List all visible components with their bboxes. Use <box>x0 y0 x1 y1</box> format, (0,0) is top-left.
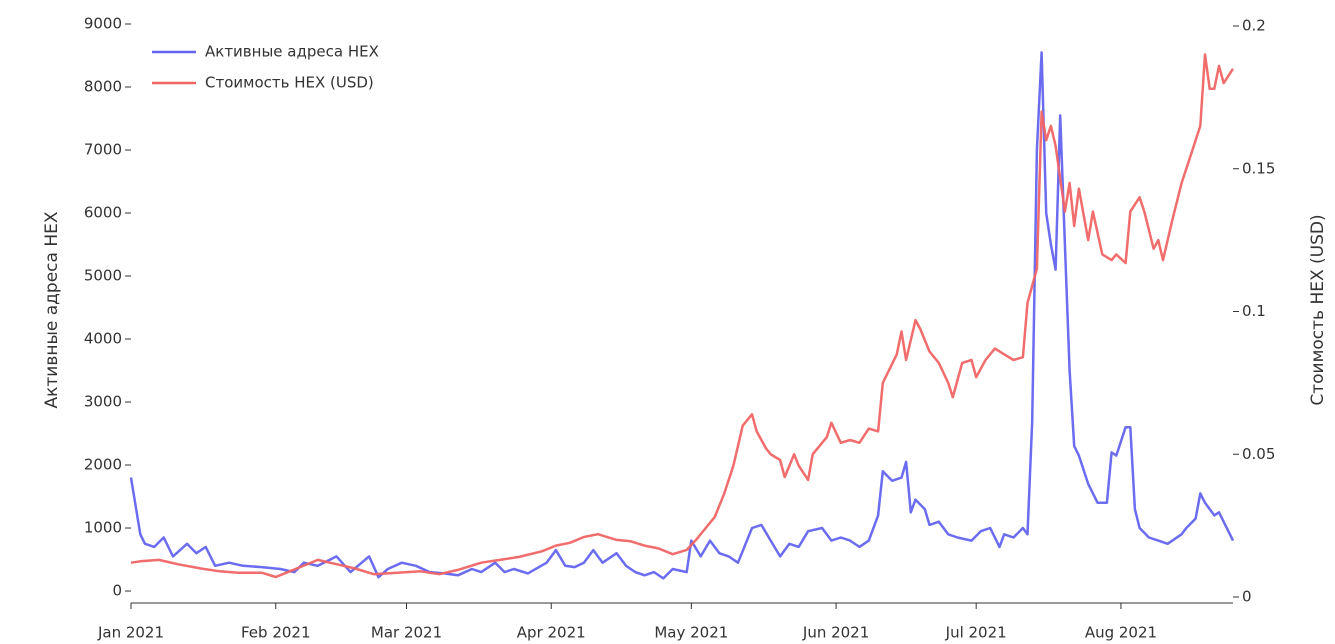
y2-tick-label: 0.05 <box>1242 445 1275 463</box>
y2-tick-label: 0.1 <box>1242 302 1266 320</box>
x-tick-label: Jun 2021 <box>802 624 869 642</box>
x-tick-label: Aug 2021 <box>1085 624 1157 642</box>
y-tick-label: 2000 <box>84 456 122 474</box>
legend-label: Активные адреса HEX <box>205 43 379 61</box>
line <box>129 51 1235 580</box>
y-tick-label: 6000 <box>84 204 122 222</box>
y-tick-label: 7000 <box>84 141 122 159</box>
x-tick-label: Jul 2021 <box>945 624 1007 642</box>
y-tick-label: 0 <box>112 582 122 600</box>
y-tick-label: 1000 <box>84 519 122 537</box>
y-axis-label: Активные адреса HEX <box>42 211 62 408</box>
y-tick-label: 5000 <box>84 267 122 285</box>
y-tick-label: 9000 <box>84 15 122 33</box>
y2-axis-label: Стоимость HEX (USD) <box>1308 214 1328 405</box>
x-tick-label: Feb 2021 <box>241 624 311 642</box>
y-tick-label: 3000 <box>84 393 122 411</box>
y-tick-label: 8000 <box>84 78 122 96</box>
y2-tick-label: 0.2 <box>1242 16 1266 34</box>
legend-label: Стоимость HEX (USD) <box>205 74 374 92</box>
x-tick-label: Apr 2021 <box>517 624 586 642</box>
x-tick-label: May 2021 <box>654 624 728 642</box>
line <box>130 53 1235 579</box>
y-tick-label: 4000 <box>84 330 122 348</box>
x-tick-label: Mar 2021 <box>371 624 442 642</box>
y2-tick-label: 0 <box>1242 588 1252 606</box>
y2-tick-label: 0.15 <box>1242 159 1275 177</box>
x-tick-label: Jan 2021 <box>97 624 164 642</box>
